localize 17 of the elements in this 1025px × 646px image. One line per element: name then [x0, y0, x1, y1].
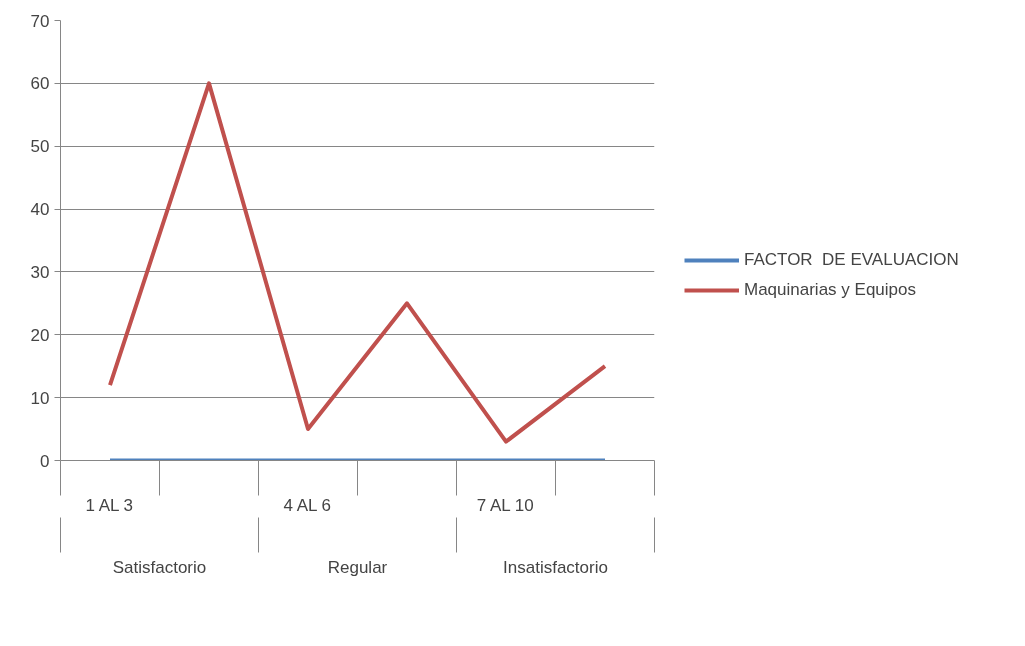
y-tick-label: 0: [40, 451, 50, 471]
y-tick-label: 20: [30, 325, 50, 345]
y-tick-label: 10: [30, 388, 50, 408]
y-tick-label: 50: [30, 137, 50, 157]
x-tick-label: 7 AL 10: [476, 495, 534, 515]
x-tick-label: 4 AL 6: [283, 495, 332, 515]
legend-label: Maquinarias y Equipos: [744, 280, 916, 300]
legend-label: FACTOR DE EVALUACION: [744, 250, 959, 270]
y-tick-label: 30: [30, 262, 50, 282]
x-tick-label: 1 AL 3: [85, 495, 134, 515]
text: Insatisfactorio: [503, 557, 608, 577]
text: Satisfactorio: [112, 557, 207, 577]
y-tick-label: 40: [30, 200, 50, 220]
y-tick-label: 70: [30, 11, 50, 31]
y-tick-label: 60: [30, 74, 50, 94]
line-series: [108, 81, 607, 444]
text: Regular: [327, 557, 388, 577]
